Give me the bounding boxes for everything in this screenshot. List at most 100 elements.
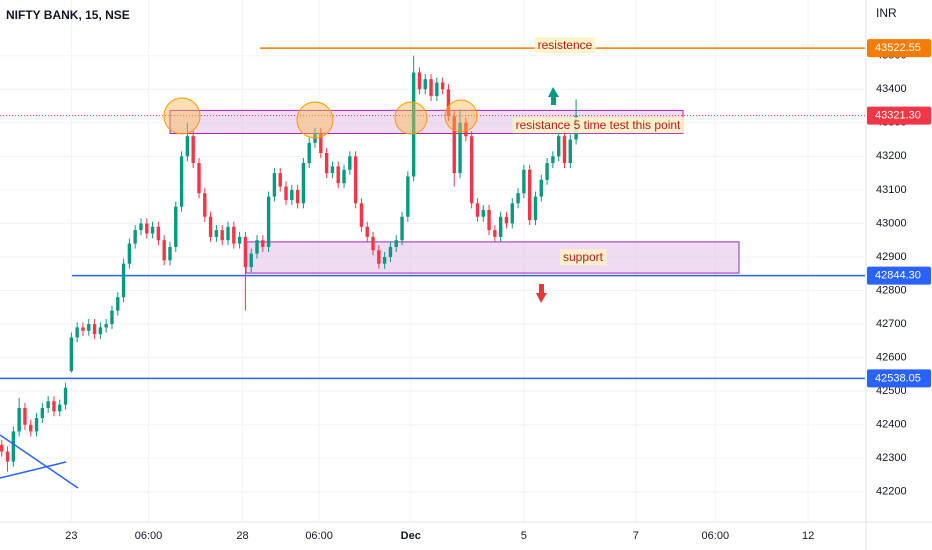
down-arrow <box>536 284 547 303</box>
candle-body <box>75 327 79 338</box>
annotation: support <box>563 250 604 264</box>
candle-body <box>40 407 45 419</box>
annotation-bg <box>534 37 596 54</box>
candle-body <box>156 226 161 241</box>
candle-body <box>127 243 132 264</box>
candle-body <box>87 324 91 331</box>
candle-body <box>58 404 62 412</box>
test-circle <box>394 101 428 135</box>
candle-body <box>110 310 114 325</box>
candle-body <box>52 401 56 412</box>
price-label-bg <box>867 106 931 125</box>
candle-body <box>295 189 300 204</box>
candle-body <box>255 240 259 254</box>
candle-body <box>237 236 242 244</box>
x-tick-label: 12 <box>802 530 814 542</box>
y-tick-label: 42500 <box>876 385 907 397</box>
candle-body <box>168 246 172 261</box>
candle-body <box>0 444 4 452</box>
candle-body <box>435 82 439 96</box>
candle-body <box>545 163 549 180</box>
zone <box>245 241 740 274</box>
candle-body <box>568 139 572 164</box>
candle-body <box>324 152 329 174</box>
candle-body <box>556 136 561 157</box>
price-label-bg <box>867 39 931 58</box>
candle-body <box>562 136 567 164</box>
candle-body <box>249 253 253 268</box>
y-tick-label: 42800 <box>876 284 907 296</box>
candle-body <box>5 451 10 462</box>
x-tick-label: 23 <box>65 530 77 542</box>
price-label-bg <box>867 369 931 388</box>
candle-body <box>261 240 265 247</box>
candle-body <box>469 136 474 204</box>
price-label-bg <box>867 266 931 285</box>
candle-body <box>11 431 16 462</box>
candle-body <box>191 136 195 164</box>
candle-body <box>17 407 21 432</box>
annotation-bg <box>512 117 685 134</box>
drawings <box>0 87 559 489</box>
candle-body <box>342 169 346 184</box>
test-circle <box>444 99 478 133</box>
candle-body <box>551 156 555 164</box>
y-tick-label: 42600 <box>876 352 907 364</box>
candle-body <box>179 156 184 207</box>
price-label: 43522.55 <box>875 42 921 54</box>
currency: INR <box>876 6 897 20</box>
candle-body <box>429 79 433 96</box>
candle-body <box>359 203 364 227</box>
candle-body <box>162 240 166 261</box>
candle-body <box>539 179 543 197</box>
y-tick-label: 43400 <box>876 83 907 95</box>
candle-body <box>406 176 410 217</box>
candle-body <box>307 142 311 164</box>
candle-body <box>330 166 335 174</box>
price-label: 42844.30 <box>875 270 921 282</box>
candle-body <box>104 324 108 328</box>
candle-body <box>336 166 340 184</box>
candles <box>0 55 578 472</box>
test-circle <box>163 97 201 135</box>
candle-body <box>174 206 178 247</box>
candle-body <box>23 407 27 425</box>
y-tick-label: 43100 <box>876 184 907 196</box>
y-tick-label: 42200 <box>876 486 907 498</box>
candle-body <box>371 236 375 251</box>
candle-body <box>458 122 462 174</box>
candle-body <box>208 216 213 237</box>
candle-body <box>226 226 230 241</box>
candle-body <box>452 116 456 174</box>
candle-body <box>150 226 155 234</box>
candle-body <box>98 327 103 335</box>
candle-body <box>145 223 149 234</box>
candle-body <box>400 216 404 241</box>
candle-body <box>284 186 288 200</box>
candle-body <box>481 210 485 217</box>
candle-body <box>522 169 526 194</box>
x-tick-label: 5 <box>521 530 527 542</box>
price-label: 42538.05 <box>875 372 921 384</box>
candle-body <box>81 327 85 331</box>
candle-body <box>69 337 74 372</box>
candle-body <box>510 203 514 224</box>
candle-body <box>394 240 398 247</box>
price-label: 43321.30 <box>875 110 921 122</box>
candle-body <box>197 163 201 194</box>
candle-body <box>382 256 387 264</box>
candle-body <box>527 169 532 221</box>
candle-body <box>377 250 381 264</box>
candle-body <box>487 210 491 231</box>
candle-body <box>411 72 416 177</box>
candle-body <box>121 263 126 298</box>
candle-body <box>243 236 248 268</box>
y-tick-label: 42300 <box>876 452 907 464</box>
up-arrow <box>548 87 559 105</box>
candle-body <box>185 136 190 157</box>
candle-body <box>423 79 427 90</box>
y-tick-label: 42700 <box>876 318 907 330</box>
candle-body <box>139 223 143 231</box>
